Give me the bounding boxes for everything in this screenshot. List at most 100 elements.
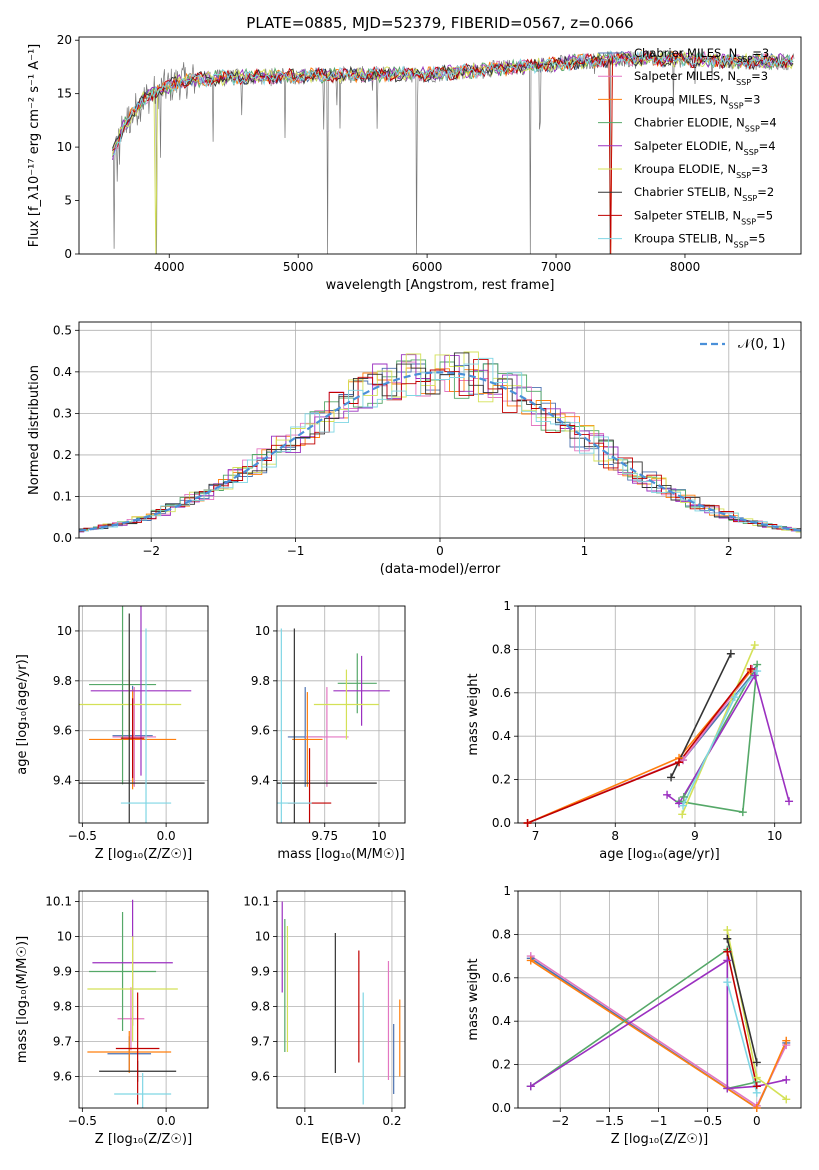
y-tick-label: 9.8 bbox=[251, 1000, 270, 1014]
y-axis-label: Flux [f_λ10⁻¹⁷ erg cm⁻² s⁻¹ A⁻¹] bbox=[27, 44, 42, 248]
y-axis-label: mass [log₁₀(M/M☉)] bbox=[15, 936, 30, 1063]
y-tick-label: 0.6 bbox=[492, 686, 511, 700]
weight_vs_Z-panel: −2 −1.5 −1 −0.5 0 0.0 0.2 0.4 0.6 0.8 1 Z [log₁₀(Z/… bbox=[466, 884, 802, 1147]
y-axis-label: mass weight bbox=[466, 673, 481, 755]
weight-marker-kroupa_stelib bbox=[752, 1088, 761, 1097]
x-tick-label: −0.5 bbox=[68, 829, 97, 843]
weight-line-kroupa_stelib bbox=[726, 981, 758, 1094]
axes-frame bbox=[276, 605, 406, 824]
mass_vs_ebv-marks bbox=[281, 901, 401, 1105]
axes-frame bbox=[517, 605, 802, 824]
y-tick-label: 0.5 bbox=[53, 323, 72, 337]
axes-frame bbox=[276, 890, 406, 1109]
y-axis-label: Normed distribution bbox=[27, 365, 42, 495]
x-tick-label: 1 bbox=[581, 544, 589, 558]
y-tick-label: 9.7 bbox=[251, 1035, 270, 1049]
weight-marker-kroupa_elodie bbox=[752, 1073, 761, 1082]
weight-marker-chabrier_stelib bbox=[752, 1058, 761, 1067]
y-tick-label: 9.9 bbox=[53, 965, 72, 979]
model-spectrum-kroupa_stelib bbox=[112, 50, 794, 156]
x-tick-label: 0 bbox=[753, 1114, 761, 1128]
x-tick-label: −1 bbox=[650, 1114, 668, 1128]
mass_vs_Z-marks bbox=[87, 899, 178, 1108]
y-tick-label: 20 bbox=[57, 33, 72, 47]
legend-entry: Kroupa MILES, NSSP=3 bbox=[634, 92, 760, 110]
weight-marker-salpeter_elodie bbox=[750, 671, 759, 680]
weight-line-salpeter_stelib bbox=[726, 951, 758, 1087]
weight-marker-salpeter_elodie bbox=[663, 790, 672, 799]
weight-marker-salpeter_elodie bbox=[723, 1084, 732, 1093]
residuals-marks bbox=[79, 351, 801, 533]
weight-marker-kroupa_miles bbox=[526, 956, 535, 965]
x-tick-label: 6000 bbox=[412, 260, 443, 274]
y-tick-label: 0.3 bbox=[53, 406, 72, 420]
x-axis-label: Z [log₁₀(Z/Z☉)] bbox=[95, 847, 192, 862]
y-tick-label: 10 bbox=[255, 930, 270, 944]
weight-line-salpeter_stelib bbox=[527, 668, 752, 823]
legend-entry: Kroupa ELODIE, NSSP=3 bbox=[634, 162, 768, 180]
y-tick-label: 0.0 bbox=[492, 816, 511, 830]
histogram-salpeter_stelib bbox=[79, 358, 801, 533]
y-tick-label: 9.4 bbox=[251, 774, 270, 788]
y-tick-label: 9.6 bbox=[53, 724, 72, 738]
y-tick-label: 1 bbox=[503, 599, 511, 613]
x-tick-label: 8 bbox=[611, 829, 619, 843]
x-tick-label: 9 bbox=[691, 829, 699, 843]
weight-marker-salpeter_stelib bbox=[746, 664, 755, 673]
x-tick-label: −2 bbox=[142, 544, 160, 558]
x-tick-label: 0.2 bbox=[382, 1114, 401, 1128]
x-tick-label: 10 bbox=[371, 829, 386, 843]
y-tick-label: 0.2 bbox=[492, 1058, 511, 1072]
weight-marker-chabrier_stelib bbox=[726, 649, 735, 658]
y-tick-label: 10 bbox=[57, 930, 72, 944]
axes-frame bbox=[517, 890, 802, 1109]
spectrum-marks bbox=[112, 49, 795, 254]
y-tick-label: 0.4 bbox=[492, 1014, 511, 1028]
legend-entry: Salpeter MILES, NSSP=3 bbox=[634, 69, 768, 87]
y-tick-label: 0.0 bbox=[53, 531, 72, 545]
figure-title: PLATE=0885, MJD=52379, FIBERID=0567, z=0… bbox=[246, 14, 633, 32]
y-tick-label: 9.9 bbox=[251, 965, 270, 979]
weight-marker-kroupa_stelib bbox=[753, 667, 762, 676]
x-tick-label: 4000 bbox=[154, 260, 185, 274]
y-tick-label: 0.1 bbox=[53, 489, 72, 503]
axes-frame bbox=[78, 36, 802, 255]
axes-frame bbox=[78, 890, 209, 1109]
weight-marker-salpeter_elodie bbox=[723, 956, 732, 965]
histogram-kroupa_stelib bbox=[79, 357, 801, 532]
mass_vs_Z-panel: −0.5 0.0 9.6 9.7 9.8 9.9 10 10.1 Z [log₁₀(Z/Z☉)]… bbox=[15, 890, 209, 1147]
y-tick-label: 15 bbox=[57, 87, 72, 101]
y-tick-label: 10.1 bbox=[243, 895, 270, 909]
weight-marker-salpeter_elodie bbox=[785, 797, 794, 806]
x-axis-label: E(B-V) bbox=[321, 1132, 361, 1147]
x-axis-label: wavelength [Angstrom, rest frame] bbox=[326, 278, 555, 293]
weight-marker-kroupa_elodie bbox=[678, 810, 687, 819]
weight-line-chabrier_miles bbox=[527, 670, 756, 823]
weight-marker-chabrier_stelib bbox=[723, 934, 732, 943]
x-axis-label: Z [log₁₀(Z/Z☉)] bbox=[611, 1132, 708, 1147]
x-tick-label: 0.1 bbox=[295, 1114, 314, 1128]
x-tick-label: −0.5 bbox=[693, 1114, 722, 1128]
residuals-panel: −2 −1 0 1 2 0.0 0.1 0.2 0.3 0.4 0.5 (data-model)/er… bbox=[27, 321, 802, 577]
weight-line-chabrier_elodie bbox=[678, 664, 758, 814]
y-tick-label: 9.6 bbox=[251, 1070, 270, 1084]
y-tick-label: 5 bbox=[64, 194, 72, 208]
legend-entry: Salpeter ELODIE, NSSP=4 bbox=[634, 139, 776, 157]
weight-line-chabrier_stelib bbox=[670, 653, 732, 778]
weight-marker-salpeter_elodie bbox=[526, 1082, 535, 1091]
weight-marker-salpeter_elodie bbox=[782, 1075, 791, 1084]
weight-marker-kroupa_stelib bbox=[730, 693, 739, 702]
weight-line-chabrier_stelib bbox=[726, 938, 758, 1063]
x-tick-label: 10 bbox=[767, 829, 782, 843]
y-axis-label: mass weight bbox=[466, 958, 481, 1040]
y-tick-label: 9.4 bbox=[53, 774, 72, 788]
x-tick-label: 8000 bbox=[670, 260, 701, 274]
weight-marker-chabrier_stelib bbox=[667, 773, 676, 782]
weight-line-kroupa_miles bbox=[527, 670, 752, 823]
x-tick-label: −0.5 bbox=[68, 1114, 97, 1128]
model-spectrum-salpeter_stelib bbox=[112, 50, 794, 254]
x-tick-label: 0 bbox=[436, 544, 444, 558]
x-tick-label: 7 bbox=[532, 829, 540, 843]
weight_vs_Z-marks bbox=[530, 929, 788, 1108]
